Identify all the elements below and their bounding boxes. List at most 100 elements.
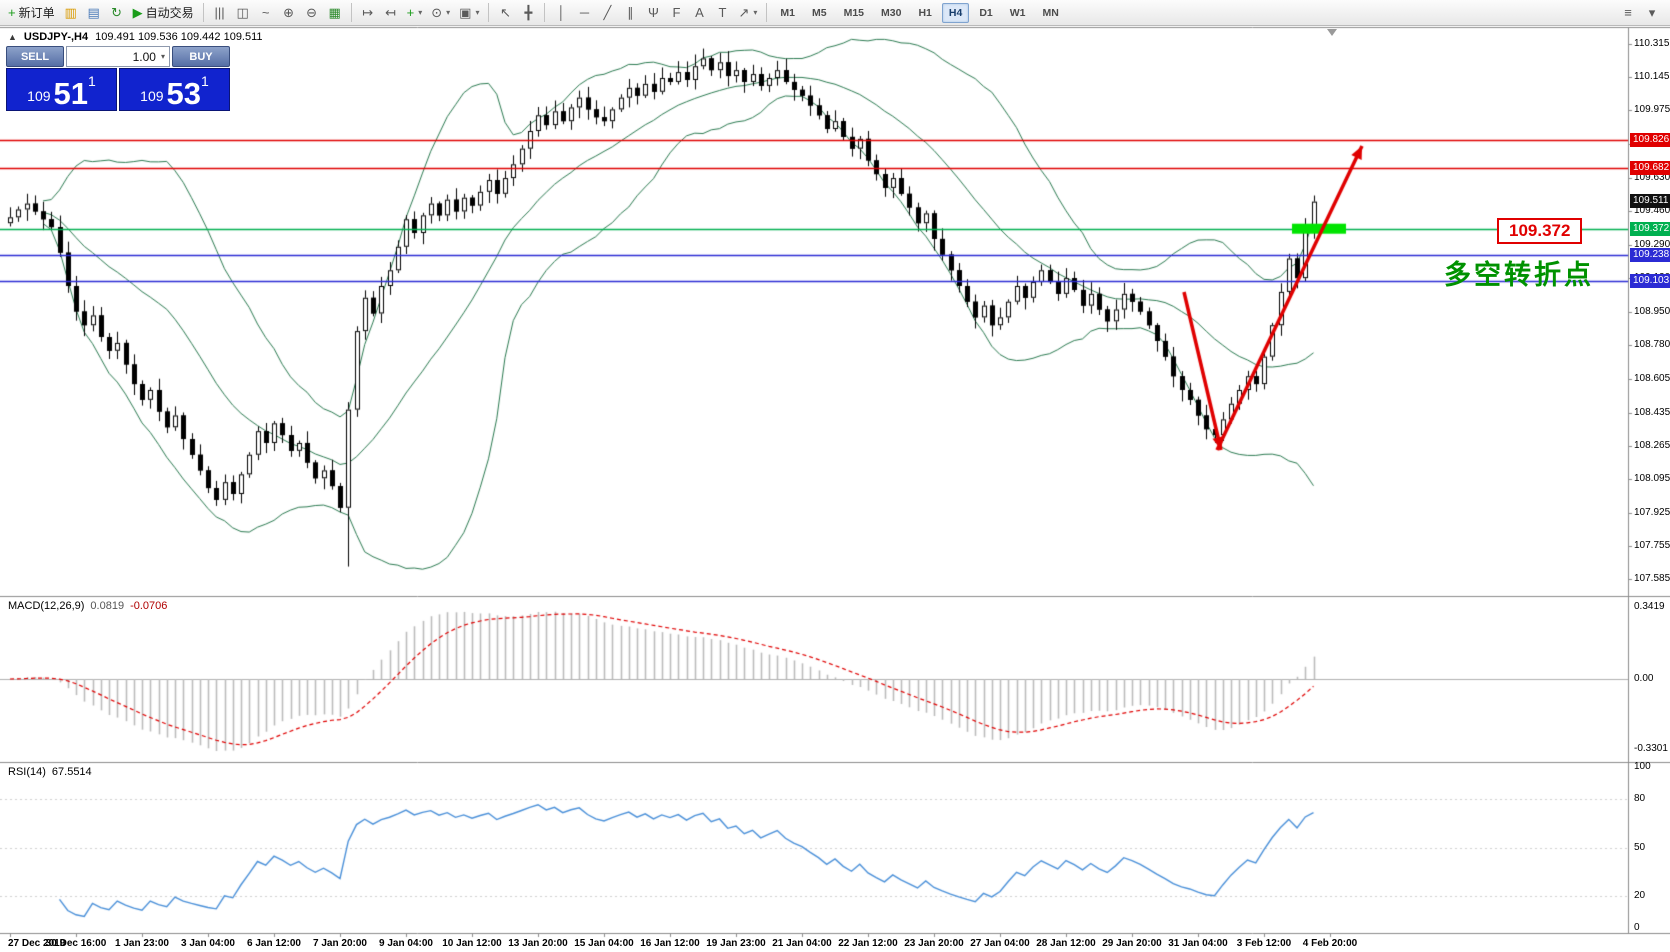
price-tick-label: 109.460: [1634, 205, 1670, 217]
add-indicator-button[interactable]: + ▾: [403, 2, 427, 24]
trendline-icon: ╱: [603, 5, 612, 20]
horizontal-line-button[interactable]: ─: [573, 2, 595, 24]
text-label-button[interactable]: T: [711, 2, 733, 24]
time-axis-label: 27 Dec 2019: [8, 938, 66, 949]
timeframe-mn-button[interactable]: MN: [1036, 3, 1066, 23]
arrows-tool-button[interactable]: ↗ ▾: [734, 2, 761, 24]
buy-price-base: 109: [140, 88, 164, 104]
volume-value: 1.00: [132, 49, 156, 64]
sell-button[interactable]: SELL: [6, 46, 64, 67]
autotrading-icon: ▶: [132, 5, 143, 20]
autotrading-button[interactable]: ▶ 自动交易: [129, 2, 198, 24]
new-order-button[interactable]: + 新订单: [4, 2, 59, 24]
chart-shift-marker-icon: [1327, 29, 1337, 36]
buy-price-panel[interactable]: 109 53 1: [119, 68, 230, 111]
cursor-button[interactable]: ↖: [494, 2, 516, 24]
bar-chart-icon: |||: [214, 5, 225, 20]
chart-window-button[interactable]: ▤: [83, 2, 105, 24]
buy-button[interactable]: BUY: [172, 46, 230, 67]
timeframe-h1-button[interactable]: H1: [911, 3, 938, 23]
candlestick-chart-icon: ◫: [236, 5, 249, 20]
fibonacci-button[interactable]: F: [665, 2, 687, 24]
market-watch-button[interactable]: ▥: [60, 2, 82, 24]
price-tick-label: 107.585: [1634, 573, 1670, 585]
time-axis-label: 21 Jan 04:00: [772, 938, 832, 949]
periods-caret-icon[interactable]: ▾: [446, 8, 451, 17]
toolbar: + 新订单 ▥ ▤ ↻ ▶ 自动交易 ||| ◫ ~ ⊕ ⊖ ▦ ↦ ↤ + ▾ ⊙ ▾ ▣ ▾ ↖ ╋ │ ─ ╱ ∥ Ψ F A T ↗ ▾…: [0, 0, 1670, 26]
timeframe-m30-button[interactable]: M30: [874, 3, 908, 23]
buy-price-sup: 1: [201, 73, 209, 89]
text-icon: A: [695, 5, 704, 20]
price-tick-label: 108.605: [1634, 373, 1670, 385]
text-button[interactable]: A: [688, 2, 710, 24]
toolbar-separator: [350, 3, 352, 22]
timeframe-w1-button[interactable]: W1: [1003, 3, 1033, 23]
zoom-in-button[interactable]: ⊕: [278, 2, 300, 24]
price-tick-label: 109.290: [1634, 238, 1670, 250]
periods-button[interactable]: ⊙ ▾: [427, 2, 454, 24]
templates-button[interactable]: ▣ ▾: [455, 2, 483, 24]
price-tag: 109.103: [1630, 274, 1670, 289]
macd-axis-label: 0.3419: [1634, 601, 1665, 612]
crosshair-button[interactable]: ╋: [517, 2, 539, 24]
time-axis-label: 13 Jan 20:00: [508, 938, 568, 949]
vertical-line-button[interactable]: │: [550, 2, 572, 24]
price-tick-label: 108.780: [1634, 338, 1670, 350]
price-tick-label: 110.315: [1634, 37, 1670, 49]
timeframe-d1-button[interactable]: D1: [972, 3, 999, 23]
timeframe-m1-button[interactable]: M1: [773, 3, 802, 23]
time-axis-label: 27 Jan 04:00: [970, 938, 1030, 949]
zoom-out-button[interactable]: ⊖: [301, 2, 323, 24]
bar-chart-button[interactable]: |||: [209, 2, 231, 24]
timeframe-m5-button[interactable]: M5: [805, 3, 834, 23]
chart-ohlc-values: 109.491 109.536 109.442 109.511: [95, 31, 263, 43]
refresh-button[interactable]: ↻: [106, 2, 128, 24]
auto-scroll-button[interactable]: ↦: [357, 2, 379, 24]
macd-axis-label: -0.3301: [1634, 742, 1668, 754]
volume-dropdown-icon[interactable]: ▾: [160, 52, 165, 61]
time-axis-label: 31 Jan 04:00: [1168, 938, 1228, 949]
timeframe-m15-button[interactable]: M15: [837, 3, 871, 23]
arrows-tool-caret-icon[interactable]: ▾: [753, 8, 758, 17]
toolbar-menu-button[interactable]: ≡: [1617, 2, 1639, 24]
rsi-label: RSI(14) 67.5514: [8, 766, 92, 778]
candlestick-chart-button[interactable]: ◫: [232, 2, 254, 24]
channel-icon: ∥: [627, 5, 634, 20]
pitchfork-icon: Ψ: [648, 5, 659, 20]
price-tick-label: 108.265: [1634, 439, 1670, 451]
pitchfork-button[interactable]: Ψ: [642, 2, 664, 24]
templates-caret-icon[interactable]: ▾: [475, 8, 480, 17]
volume-input[interactable]: 1.00 ▾: [66, 46, 170, 67]
time-axis-label: 4 Feb 20:00: [1302, 938, 1358, 949]
line-chart-button[interactable]: ~: [255, 2, 277, 24]
channel-button[interactable]: ∥: [619, 2, 641, 24]
time-axis-label: 6 Jan 12:00: [247, 938, 301, 949]
chart-shift-button[interactable]: ↤: [380, 2, 402, 24]
one-click-collapse-icon[interactable]: ▲: [8, 32, 17, 42]
toolbar-separator: [766, 3, 768, 22]
time-axis-label: 22 Jan 12:00: [838, 938, 898, 949]
chart-window-icon: ▤: [87, 5, 100, 20]
price-tick-label: 109.630: [1634, 172, 1670, 184]
sell-price-panel[interactable]: 109 51 1: [6, 68, 117, 111]
tile-windows-button[interactable]: ▦: [324, 2, 346, 24]
price-tick-label: 108.095: [1634, 473, 1670, 485]
timeframe-h4-button[interactable]: H4: [941, 2, 970, 23]
time-axis-label: 15 Jan 04:00: [574, 938, 634, 949]
add-indicator-caret-icon[interactable]: ▾: [418, 8, 423, 17]
toolbar-customize-button[interactable]: ▾: [1641, 2, 1663, 24]
cursor-icon: ↖: [500, 5, 511, 20]
chart-shift-icon: ↤: [385, 5, 397, 20]
time-axis-label: 19 Jan 23:00: [706, 938, 766, 949]
macd-name: MACD(12,26,9): [8, 600, 85, 612]
price-tick-label: 107.925: [1634, 506, 1670, 518]
add-indicator-icon: +: [406, 5, 415, 20]
trendline-button[interactable]: ╱: [596, 2, 618, 24]
price-tick-label: 108.950: [1634, 305, 1670, 317]
time-axis-label: 30 Dec 16:00: [45, 938, 107, 949]
sell-price-base: 109: [27, 88, 51, 104]
macd-main-value: 0.0819: [90, 600, 125, 612]
refresh-icon: ↻: [111, 5, 123, 20]
